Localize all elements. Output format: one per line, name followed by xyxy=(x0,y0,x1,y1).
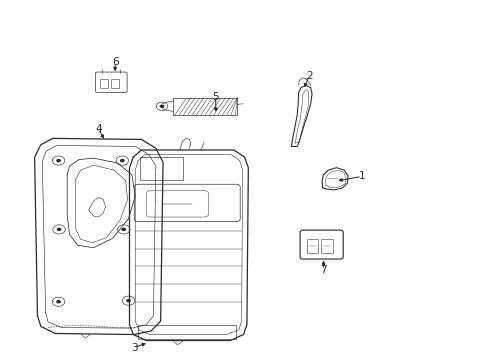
Text: 5: 5 xyxy=(212,92,219,102)
Bar xyxy=(111,79,119,87)
Text: 6: 6 xyxy=(112,57,118,67)
Text: 2: 2 xyxy=(305,71,312,81)
Circle shape xyxy=(126,299,131,302)
Bar xyxy=(172,98,237,115)
Circle shape xyxy=(56,159,61,162)
Bar xyxy=(138,325,236,339)
Bar xyxy=(321,239,332,253)
Circle shape xyxy=(57,228,61,231)
Circle shape xyxy=(160,104,164,108)
Circle shape xyxy=(56,300,61,303)
Text: 7: 7 xyxy=(320,265,326,275)
Bar xyxy=(140,157,183,180)
Bar xyxy=(100,79,108,87)
Circle shape xyxy=(120,159,124,162)
Bar xyxy=(306,239,318,253)
Text: 4: 4 xyxy=(95,124,102,134)
Text: 1: 1 xyxy=(358,171,365,181)
Circle shape xyxy=(121,228,126,231)
Text: 3: 3 xyxy=(131,343,137,352)
